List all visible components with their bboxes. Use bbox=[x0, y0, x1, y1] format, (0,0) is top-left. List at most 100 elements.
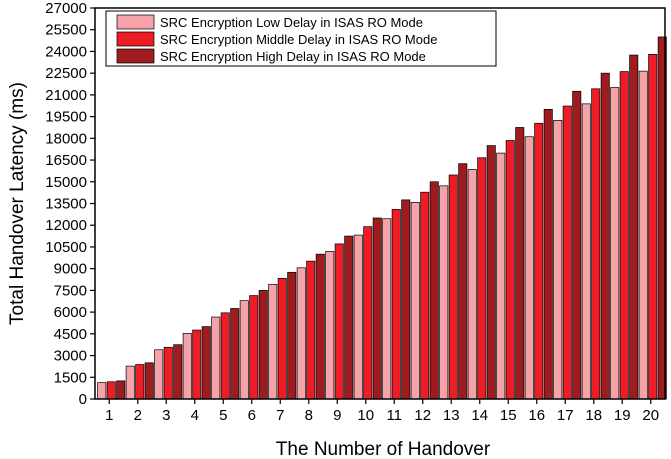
x-tick-label: 6 bbox=[248, 407, 256, 424]
bar-series-3-1 bbox=[116, 380, 126, 400]
x-tick-label: 1 bbox=[105, 407, 113, 424]
x-tick-label: 17 bbox=[557, 407, 574, 424]
bar-series-3-18 bbox=[600, 72, 610, 400]
bar-series-1-10 bbox=[353, 234, 363, 400]
legend-label: SRC Encryption Middle Delay in ISAS RO M… bbox=[160, 32, 437, 47]
bar-series-1-20 bbox=[638, 70, 648, 400]
bar-series-3-15 bbox=[515, 127, 525, 400]
y-tick-label: 18000 bbox=[45, 130, 87, 147]
bar-series-3-10 bbox=[372, 217, 382, 400]
bar-series-2-3 bbox=[163, 346, 173, 400]
legend-label: SRC Encryption Low Delay in ISAS RO Mode bbox=[160, 15, 423, 30]
x-tick-label: 14 bbox=[471, 407, 488, 424]
bar-series-3-14 bbox=[486, 145, 496, 400]
x-axis-title: The Number of Handover bbox=[276, 439, 491, 459]
y-tick-label: 7500 bbox=[54, 282, 87, 299]
bar-series-1-7 bbox=[268, 283, 278, 400]
x-axis: 1 2 3 4 5 6 7 8 9 10 11 12 13 14 15 16 17 18 19 20 bbox=[105, 399, 659, 424]
y-tick-label: 6000 bbox=[54, 304, 87, 321]
bar-series-2-10 bbox=[363, 226, 373, 400]
x-tick-label: 13 bbox=[443, 407, 460, 424]
x-tick-label: 10 bbox=[357, 407, 374, 424]
bar-series-2-2 bbox=[135, 364, 145, 400]
y-tick-label: 3000 bbox=[54, 348, 87, 365]
bar-series-1-19 bbox=[610, 87, 620, 400]
y-tick-label: 21000 bbox=[45, 87, 87, 104]
bar-series-2-6 bbox=[249, 295, 259, 400]
y-tick-label: 27000 bbox=[45, 0, 87, 17]
bar-series-2-1 bbox=[106, 381, 116, 400]
x-tick-label: 3 bbox=[162, 407, 170, 424]
bar-series-2-18 bbox=[591, 88, 601, 400]
bar-series-1-3 bbox=[154, 349, 164, 400]
bar-series-2-9 bbox=[334, 243, 344, 400]
x-tick-label: 12 bbox=[414, 407, 431, 424]
bar-series-1-17 bbox=[553, 120, 563, 400]
bar-series-1-2 bbox=[125, 365, 135, 400]
bar-series-1-4 bbox=[182, 333, 192, 400]
x-tick-label: 8 bbox=[305, 407, 313, 424]
legend-swatch bbox=[116, 14, 155, 30]
bar-series-3-11 bbox=[401, 199, 411, 400]
bar-series-3-12 bbox=[429, 181, 439, 400]
legend-swatch bbox=[116, 48, 155, 64]
x-tick-label: 20 bbox=[642, 407, 659, 424]
bar-series-3-7 bbox=[287, 271, 297, 400]
bar-series-3-17 bbox=[572, 90, 582, 400]
bar-series-1-15 bbox=[496, 152, 506, 400]
y-tick-label: 24000 bbox=[45, 43, 87, 60]
y-tick-label: 12000 bbox=[45, 217, 87, 234]
y-tick-label: 16500 bbox=[45, 152, 87, 169]
bar-series-3-8 bbox=[315, 253, 325, 400]
bar-series-1-12 bbox=[410, 201, 420, 400]
y-tick-label: 25500 bbox=[45, 22, 87, 39]
bar-series-3-9 bbox=[344, 235, 354, 400]
bar-series-3-5 bbox=[230, 308, 240, 400]
x-tick-label: 18 bbox=[585, 407, 602, 424]
bar-series-3-4 bbox=[201, 326, 211, 400]
bar-series-1-6 bbox=[239, 300, 249, 400]
y-tick-label: 13500 bbox=[45, 196, 87, 213]
bar-series-3-13 bbox=[458, 163, 468, 400]
bar-series-1-9 bbox=[325, 251, 335, 400]
bar-series-3-19 bbox=[629, 54, 639, 400]
y-tick-label: 22500 bbox=[45, 65, 87, 82]
x-tick-label: 19 bbox=[614, 407, 631, 424]
bars-layer bbox=[97, 36, 667, 400]
bar-series-3-3 bbox=[173, 344, 183, 400]
x-tick-label: 16 bbox=[528, 407, 545, 424]
legend: SRC Encryption Low Delay in ISAS RO Mode… bbox=[105, 10, 497, 67]
bar-series-2-8 bbox=[306, 260, 316, 400]
x-tick-label: 7 bbox=[276, 407, 284, 424]
x-tick-label: 4 bbox=[191, 407, 199, 424]
bar-series-2-12 bbox=[420, 191, 430, 400]
bar-series-1-11 bbox=[382, 218, 392, 400]
bar-series-2-16 bbox=[534, 122, 544, 400]
bar-series-1-1 bbox=[97, 382, 107, 400]
bar-series-1-16 bbox=[524, 136, 534, 400]
bar-series-2-5 bbox=[220, 312, 230, 400]
x-tick-label: 2 bbox=[134, 407, 142, 424]
y-tick-label: 15000 bbox=[45, 174, 87, 191]
y-tick-label: 1500 bbox=[54, 369, 87, 386]
legend-label: SRC Encryption High Delay in ISAS RO Mod… bbox=[160, 49, 426, 64]
bar-series-2-13 bbox=[448, 174, 458, 400]
bar-series-2-20 bbox=[648, 53, 658, 400]
bar-series-2-7 bbox=[277, 278, 287, 400]
legend-swatch bbox=[116, 31, 155, 47]
y-tick-label: 10500 bbox=[45, 239, 87, 256]
bar-series-3-2 bbox=[144, 362, 154, 400]
bar-series-2-15 bbox=[505, 140, 515, 400]
bar-series-2-14 bbox=[477, 157, 487, 400]
bar-series-2-11 bbox=[391, 209, 401, 400]
x-tick-label: 5 bbox=[219, 407, 227, 424]
y-tick-label: 0 bbox=[79, 391, 87, 408]
bar-series-1-13 bbox=[439, 185, 449, 400]
y-tick-label: 4500 bbox=[54, 326, 87, 343]
x-tick-label: 11 bbox=[386, 407, 402, 424]
bar-series-2-19 bbox=[619, 71, 629, 400]
y-axis-title: Total Handover Latency (ms) bbox=[7, 82, 28, 325]
bar-series-2-17 bbox=[562, 105, 572, 400]
y-tick-label: 19500 bbox=[45, 109, 87, 126]
